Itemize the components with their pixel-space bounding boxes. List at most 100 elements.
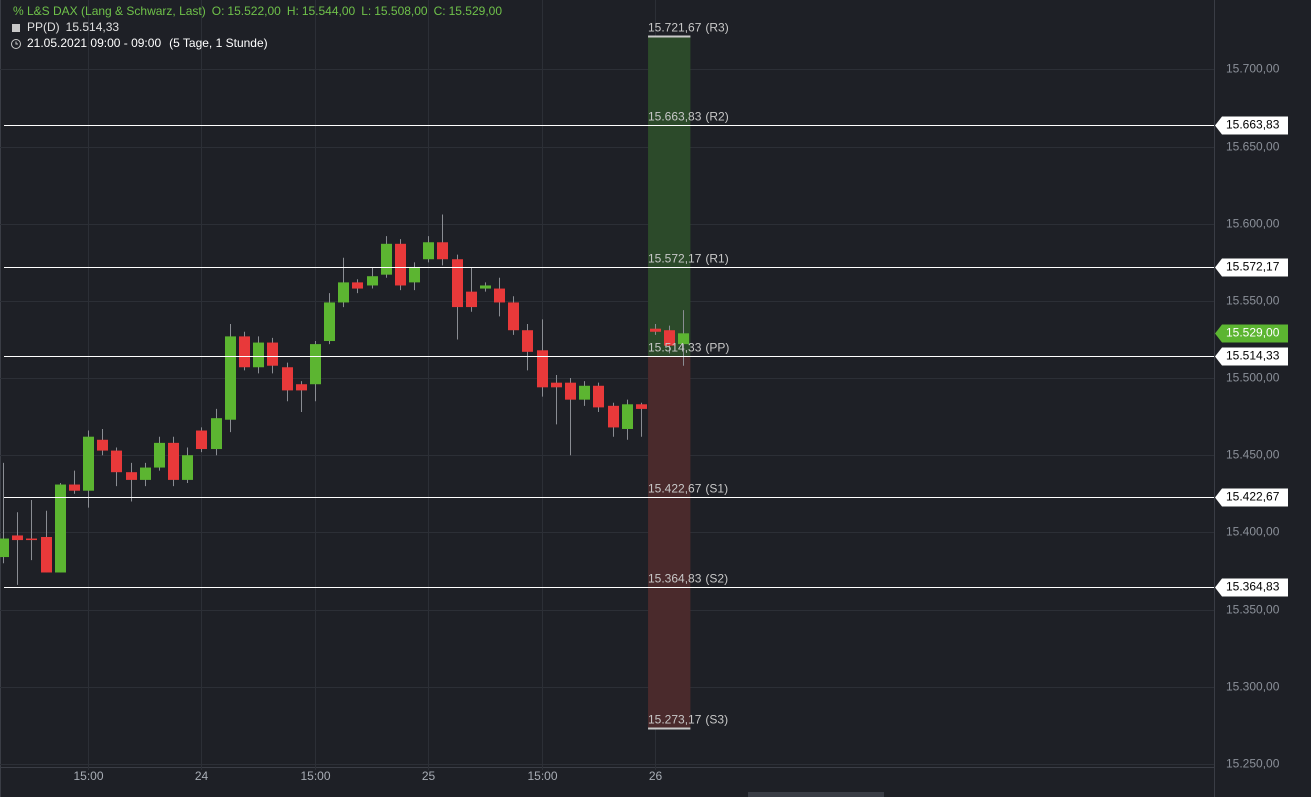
ohlc-key: C:	[434, 4, 446, 18]
pivot-label: 15.572,17 (R1)	[648, 252, 729, 266]
pivot-name: (S1)	[705, 482, 728, 496]
pivot-value: 15.663,83	[648, 110, 702, 124]
last-price-label: 15.529,00	[1226, 326, 1280, 340]
x-tick-label: 15:00	[73, 769, 103, 783]
y-tick-label: 15.650,00	[1226, 140, 1280, 154]
price-tag	[1215, 116, 1288, 135]
candle-body	[381, 243, 392, 275]
candle-body	[579, 385, 590, 400]
candle-body	[26, 538, 37, 541]
price-tag-label: 15.663,83	[1226, 118, 1280, 132]
pivot-name: (R1)	[705, 252, 728, 266]
pivot-value: 15.364,83	[648, 572, 702, 586]
candle-body	[83, 436, 94, 491]
candle-body	[140, 467, 151, 480]
pivot-label: 15.364,83 (S2)	[648, 572, 728, 586]
candle-body	[225, 336, 236, 420]
candle-body	[111, 450, 122, 473]
candle-body	[253, 342, 264, 368]
indicator-name: PP(D)	[27, 20, 60, 34]
candle-body	[395, 243, 406, 286]
candle-body	[352, 282, 363, 289]
pivot-value: 15.273,17	[648, 713, 702, 727]
ohlc-key: L:	[361, 4, 371, 18]
candle-body	[55, 484, 66, 573]
pivot-zone-down	[648, 355, 691, 729]
pivot-name: (S3)	[705, 713, 728, 727]
candle-body	[551, 382, 562, 388]
pivot-name: (PP)	[705, 341, 729, 355]
candle-body	[678, 333, 689, 345]
price-tag-label: 15.572,17	[1226, 260, 1280, 274]
candle-body	[565, 382, 576, 400]
candle-body	[466, 291, 477, 308]
pivot-value: 15.422,67	[648, 482, 702, 496]
candle-body	[182, 455, 193, 480]
x-tick-label: 25	[422, 769, 436, 783]
pivot-name: (R2)	[705, 110, 728, 124]
candle-body	[409, 266, 420, 283]
candle-body	[522, 330, 533, 352]
y-tick-label: 15.500,00	[1226, 371, 1280, 385]
candle-body	[196, 430, 207, 450]
x-tick-label: 26	[649, 769, 663, 783]
price-tag-label: 15.364,83	[1226, 580, 1280, 594]
pivot-label: 15.663,83 (R2)	[648, 110, 729, 124]
pivot-name: (R3)	[705, 21, 728, 35]
period: 21.05.2021 09:00 - 09:00	[27, 36, 161, 50]
price-tag	[1215, 488, 1288, 507]
candle-body	[168, 442, 179, 480]
candle-body	[211, 418, 222, 450]
price-tag-label: 15.422,67	[1226, 490, 1280, 504]
period-line: 21.05.2021 09:00 - 09:00 (5 Tage, 1 Stund…	[27, 36, 268, 50]
y-tick-label: 15.250,00	[1226, 757, 1280, 771]
pivot-label: 15.273,17 (S3)	[648, 713, 728, 727]
candle-body	[367, 276, 378, 286]
clock-icon	[11, 39, 21, 49]
header-line: L&S DAX (Lang & Schwarz, Last) O: 15.522,0…	[27, 4, 502, 18]
symbol-icon: %	[13, 4, 24, 18]
candle-body	[452, 259, 463, 308]
plot-area: 15.721,67 (R3)15.663,83 (R2)15.572,17 (R1)1…	[0, 0, 1214, 770]
candle-body	[338, 282, 349, 303]
ohlc-key: O:	[212, 4, 225, 18]
price-tag-label: 15.514,33	[1226, 349, 1280, 363]
y-tick-label: 15.400,00	[1226, 525, 1280, 539]
pivot-value: 15.572,17	[648, 252, 702, 266]
ohlc-value: 15.508,00	[374, 4, 428, 18]
indicator-icon	[12, 24, 20, 32]
y-tick-label: 15.600,00	[1226, 217, 1280, 231]
y-tick-label: 15.350,00	[1226, 603, 1280, 617]
candle-body	[437, 242, 448, 260]
candle-body	[239, 336, 250, 368]
candle-body	[622, 404, 633, 429]
candle-body	[494, 288, 505, 303]
indicator-value: 15.514,33	[66, 20, 120, 34]
candle-body	[296, 384, 307, 391]
candle-body	[608, 405, 619, 428]
candle-body	[12, 535, 23, 541]
price-tag	[1215, 347, 1288, 366]
y-tick-label: 15.700,00	[1226, 62, 1280, 76]
pivot-value: 15.514,33	[648, 341, 702, 355]
candle-body	[650, 328, 661, 332]
candle-body	[324, 302, 335, 342]
chart-title: L&S DAX (Lang & Schwarz, Last)	[27, 4, 206, 18]
pivot-name: (S2)	[705, 572, 728, 586]
price-tag	[1215, 258, 1288, 277]
ohlc-value: 15.522,00	[227, 4, 281, 18]
candle-body	[41, 536, 52, 573]
scrollbar	[748, 792, 884, 797]
x-tick-label: 15:00	[527, 769, 557, 783]
ohlc-key: H:	[287, 4, 299, 18]
candle-body	[508, 302, 519, 331]
pivot-value: 15.721,67	[648, 21, 702, 35]
range: (5 Tage, 1 Stunde)	[169, 36, 268, 50]
ohlc-value: 15.544,00	[302, 4, 356, 18]
pivot-label: 15.514,33 (PP)	[648, 341, 729, 355]
candle-body	[282, 367, 293, 391]
y-tick-label: 15.450,00	[1226, 448, 1280, 462]
candle-body	[310, 344, 321, 385]
